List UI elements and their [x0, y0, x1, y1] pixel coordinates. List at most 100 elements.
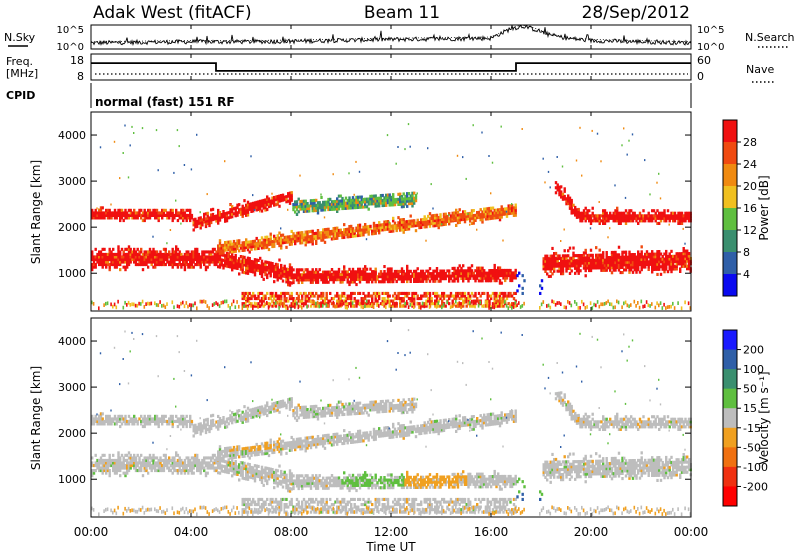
power-cell [400, 274, 404, 278]
power-cell [381, 275, 384, 279]
power-cell [222, 215, 225, 219]
power-cell [229, 257, 232, 261]
power-cell [113, 140, 116, 143]
power-cell [185, 216, 188, 220]
power-cell [285, 235, 288, 239]
power-cell [129, 303, 132, 307]
power-cell [225, 214, 229, 218]
power-cell [119, 263, 122, 267]
power-cell [313, 198, 316, 202]
power-cell [423, 274, 426, 278]
power-cell [402, 277, 405, 281]
power-cell [379, 228, 383, 232]
power-cell [241, 265, 244, 269]
power-cell [381, 277, 384, 281]
power-cell [283, 297, 286, 301]
power-cell [386, 275, 390, 279]
cpid-panel: CPID normal (fast) 151 RF [6, 83, 692, 109]
power-cell [339, 231, 342, 235]
power-cell [577, 271, 580, 275]
power-cell [362, 230, 365, 234]
power-cell [425, 279, 428, 283]
power-cell [460, 297, 463, 301]
power-cell [544, 181, 546, 184]
power-cell [311, 234, 314, 238]
power-cell [603, 261, 607, 265]
power-cell [236, 261, 239, 265]
power-cell [154, 301, 156, 306]
power-cell [350, 206, 353, 210]
power-cell [514, 213, 517, 217]
power-cell [388, 201, 391, 205]
power-cell [490, 279, 493, 283]
power-cell [350, 275, 353, 279]
power-cell [138, 208, 141, 212]
power-cell [383, 203, 386, 207]
power-cell [402, 192, 405, 196]
power-cell [355, 272, 358, 276]
power-cell [465, 299, 468, 304]
power-cell [278, 294, 281, 298]
power-cell [280, 297, 283, 301]
power-cell [266, 301, 268, 305]
power-cell [388, 267, 391, 271]
power-cell [435, 302, 439, 306]
power-cell [325, 280, 328, 284]
power-cell [509, 204, 512, 208]
power-cell [509, 211, 512, 215]
power-cell [148, 252, 152, 256]
power-cell [287, 240, 290, 244]
nave-label: Nave [746, 63, 774, 76]
power-cell [332, 278, 335, 282]
power-cell [360, 272, 363, 276]
power-cell [218, 263, 222, 267]
power-cell [236, 300, 238, 304]
power-cell [292, 275, 295, 279]
power-cell [378, 231, 381, 235]
power-cell [327, 227, 330, 231]
power-cell [227, 253, 230, 257]
power-cell [404, 220, 407, 224]
power-cell [654, 305, 657, 310]
power-cell [336, 202, 339, 206]
power-cell [189, 211, 192, 215]
power-cell [213, 247, 216, 251]
power-cell [302, 207, 306, 211]
power-cell [334, 207, 337, 211]
power-cell [210, 250, 213, 254]
power-cell [213, 252, 216, 256]
power-cell [379, 280, 383, 284]
power-cell [458, 304, 461, 308]
power-cell [505, 268, 509, 272]
power-cell [255, 261, 258, 265]
power-cell [390, 198, 393, 202]
power-cell [253, 258, 257, 262]
power-cell [329, 205, 332, 209]
power-cell [400, 218, 404, 222]
power-cell [563, 264, 566, 268]
power-cell [304, 235, 307, 239]
power-cell [390, 280, 393, 284]
power-cell [544, 269, 547, 273]
power-cell [560, 259, 563, 263]
power-cell [339, 199, 342, 203]
power-cell [344, 233, 348, 237]
power-cell [554, 191, 558, 195]
power-cell [390, 200, 393, 204]
velocity-cell [127, 382, 130, 385]
power-cell [231, 215, 234, 219]
power-cell [213, 215, 216, 219]
power-cell [507, 207, 510, 211]
power-cell [404, 194, 407, 198]
power-cell [292, 237, 295, 241]
power-cell [285, 277, 288, 281]
power-cell [565, 269, 568, 273]
power-cell [504, 276, 507, 280]
power-cell [339, 228, 342, 232]
power-cell [602, 268, 605, 272]
power-cell [392, 280, 395, 284]
power-cell [577, 256, 580, 260]
power-cell [182, 263, 185, 267]
power-cell [568, 246, 572, 250]
power-cell [390, 227, 393, 231]
